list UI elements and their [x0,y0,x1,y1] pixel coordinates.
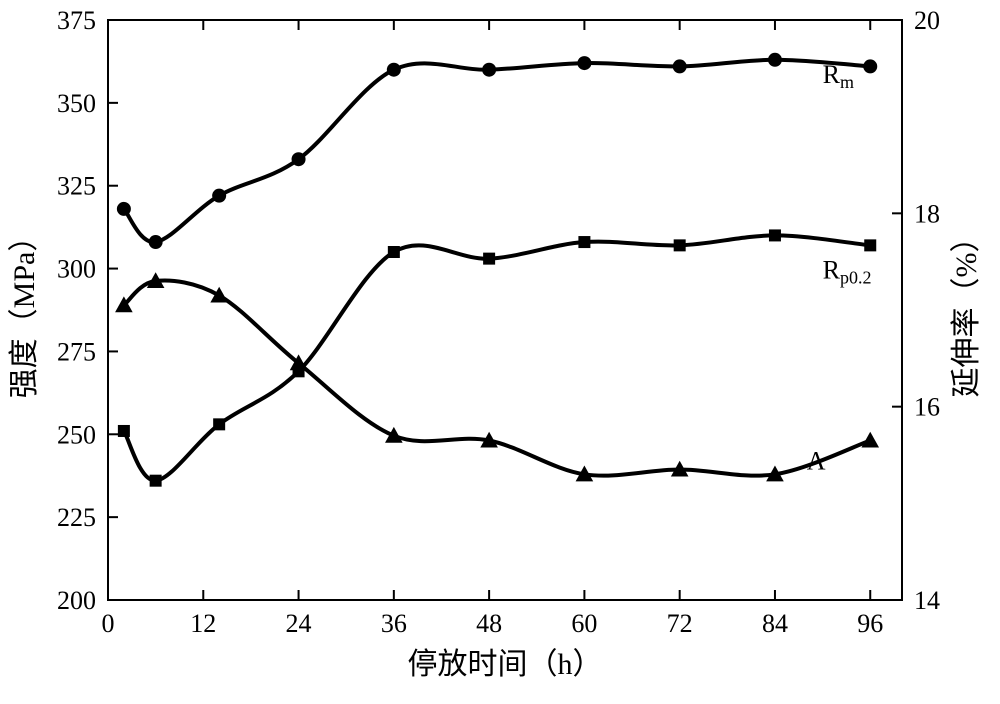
x-tick-label: 12 [190,609,216,638]
y-left-tick-label: 275 [57,337,96,366]
y-right-tick-label: 20 [914,6,940,35]
y-left-tick-label: 375 [57,6,96,35]
x-tick-label: 96 [857,609,883,638]
x-axis-title: 停放时间（h） [408,648,603,681]
y-left-tick-label: 325 [57,172,96,201]
y-right-tick-label: 16 [914,393,940,422]
y-right-axis-title: 延伸率（%） [950,223,983,398]
x-tick-label: 72 [667,609,693,638]
y-right-tick-label: 14 [914,586,940,615]
series-rp02: Rp0.2 [118,229,876,486]
x-tick-label: 84 [762,609,788,638]
plot-frame [108,20,902,600]
x-tick-label: 48 [476,609,502,638]
chart-container: 0 12 24 36 48 60 72 84 96 停放时间（h） 200 225 250 275 300 3… [0,0,1000,704]
y-left-tick-label: 225 [57,503,96,532]
y-left-tick-label: 350 [57,89,96,118]
y-left-tick-label: 300 [57,255,96,284]
series-A: A [115,272,879,481]
x-tick-label: 36 [381,609,407,638]
series-label-A: A [807,447,826,476]
y-left-tick-label: 250 [57,420,96,449]
series-rm: Rm [117,53,877,249]
y-right-tick-label: 18 [914,199,940,228]
y-left-tick-label: 200 [57,586,96,615]
series-label-rp02: Rp0.2 [823,256,872,288]
y-left-axis-title: 强度（MPa） [8,222,41,399]
x-tick-label: 60 [571,609,597,638]
x-tick-label: 24 [286,609,312,638]
x-tick-label: 0 [102,609,115,638]
chart-svg: 0 12 24 36 48 60 72 84 96 停放时间（h） 200 225 250 275 300 3… [0,0,1000,704]
